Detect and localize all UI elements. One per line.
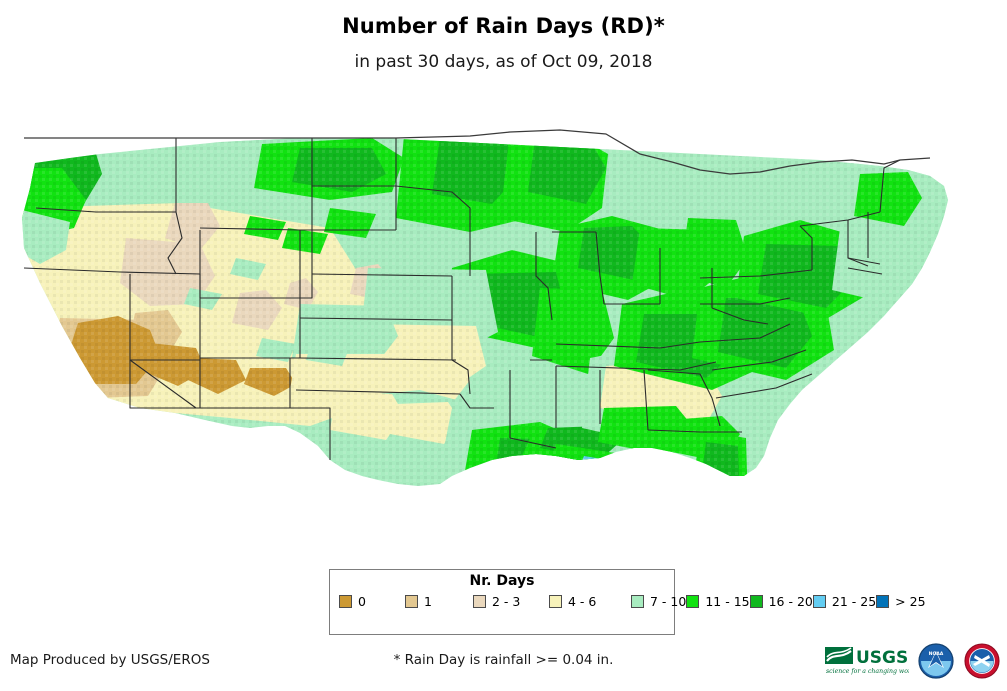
legend-label: 1	[424, 593, 432, 609]
legend-swatch-icon	[339, 594, 352, 608]
legend-swatch-icon	[686, 594, 700, 608]
legend-item-3[interactable]: 4 - 6	[549, 592, 631, 610]
legend-swatch-icon	[749, 594, 763, 608]
legend-swatch-icon	[876, 594, 890, 608]
noaa-logo: NOAA	[918, 643, 954, 679]
rain-day-footnote-text: * Rain Day is rainfall >= 0.04 in.	[393, 652, 614, 668]
usgs-logo: USGS science for a changing world	[825, 647, 909, 675]
legend-label: > 25	[895, 593, 926, 609]
svg-text:science for a changing world: science for a changing world	[826, 668, 909, 675]
rain-days-map[interactable]	[0, 108, 1007, 548]
rain-days-raster	[22, 138, 948, 486]
legend-title: Nr. Days	[469, 573, 535, 589]
legend-swatch-icon	[473, 594, 486, 608]
legend-label: 7 - 10	[650, 593, 687, 609]
legend-items: 0 1 2 - 3 4 - 6 7 - 10 11 - 15 16 - 20	[330, 592, 926, 610]
legend-label: 16 - 20	[768, 593, 813, 609]
legend-label: 4 - 6	[568, 593, 597, 609]
legend-swatch-icon	[812, 594, 826, 608]
us-choropleth-map[interactable]	[0, 108, 1007, 548]
legend-item-5[interactable]: 11 - 15	[686, 592, 750, 610]
legend-item-6[interactable]: 16 - 20	[749, 592, 813, 610]
legend-label: 2 - 3	[492, 593, 521, 609]
nws-logo	[964, 643, 1000, 679]
legend-swatch-icon	[631, 594, 644, 608]
legend-label: 11 - 15	[705, 593, 750, 609]
svg-text:USGS: USGS	[856, 648, 908, 668]
legend-swatch-icon	[549, 594, 562, 608]
legend-item-0[interactable]: 0	[339, 592, 405, 610]
page-title: Number of Rain Days (RD)*	[342, 14, 665, 38]
state-boundaries	[23, 129, 931, 460]
svg-text:NOAA: NOAA	[929, 651, 944, 657]
map-legend: Nr. Days 0 1 2 - 3 4 - 6 7 - 10 11 - 15	[329, 569, 926, 635]
legend-item-2[interactable]: 2 - 3	[473, 592, 549, 610]
legend-item-1[interactable]: 1	[405, 592, 473, 610]
agency-logos: USGS science for a changing world NOAA	[823, 636, 1001, 686]
legend-item-8[interactable]: > 25	[876, 592, 926, 610]
legend-item-4[interactable]: 7 - 10	[631, 592, 686, 610]
legend-item-7[interactable]: 21 - 25	[812, 592, 877, 610]
legend-swatch-icon	[405, 594, 418, 608]
page-subtitle: in past 30 days, as of Oct 09, 2018	[354, 52, 653, 72]
legend-label: 0	[358, 593, 366, 609]
rain-day-footnote: * Rain Day is rainfall >= 0.04 in.	[0, 652, 1007, 668]
map-credit: Map Produced by USGS/EROS	[10, 652, 210, 668]
legend-label: 21 - 25	[831, 593, 877, 609]
title-block: Number of Rain Days (RD)* in past 30 day…	[0, 0, 1007, 72]
